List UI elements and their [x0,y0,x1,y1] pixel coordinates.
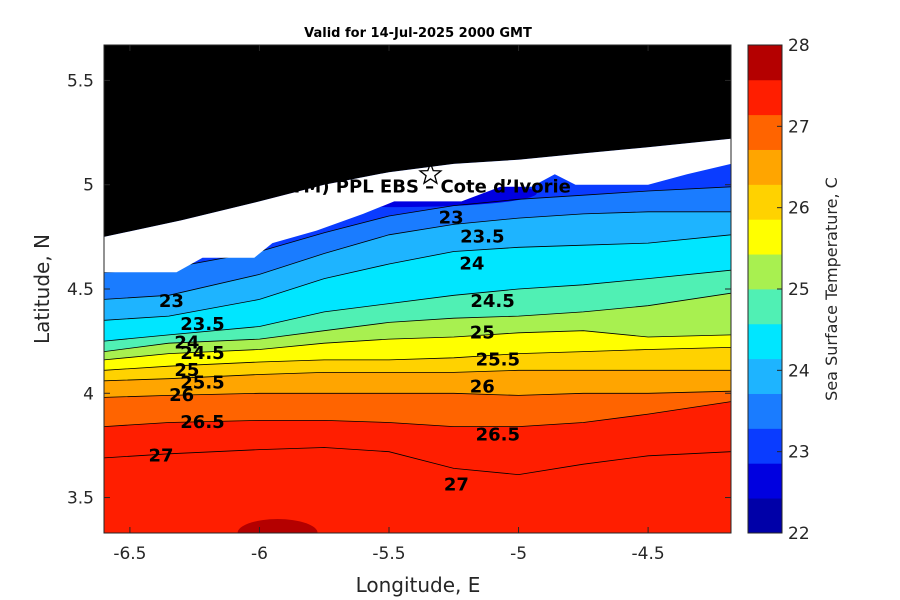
contour-label: 23.5 [180,314,224,335]
colorbar-swatch [748,289,782,325]
x-tick-label: -5.5 [372,544,405,564]
contour-line [104,390,731,398]
contour-label: 24 [459,254,484,275]
contour-line [104,369,731,382]
colorbar-swatch [748,254,782,290]
y-tick-label: 3.5 [67,489,94,509]
contour-label: 23.5 [460,226,504,247]
colorbar-swatch [748,463,782,499]
colorbar-swatch [748,219,782,255]
colorbar-ticks: 22 23 24 25 26 27 28 [777,36,810,544]
colorbar-swatch [748,393,782,429]
land-mask [104,45,731,237]
star-icon [418,161,443,185]
contour-line [104,186,731,273]
contour-label: 23 [439,208,464,229]
contour-label: 26.5 [476,425,520,446]
site-label-name: ONHYM) PPL EBS – Cote d’Ivorie [245,176,571,197]
contour-label: 24.5 [180,343,224,364]
contour-label: 25 [174,360,199,381]
colorbar-tick-label: 25 [788,280,810,300]
contour-line [104,211,731,300]
colorbar-tick-label: 22 [788,524,810,544]
colorbar-swatch [748,45,782,81]
x-axis-label: Longitude, E [356,573,481,597]
x-tick-label: -6.5 [113,544,146,564]
sst-band-warm-core [237,519,318,533]
contour-label: 24.5 [470,291,514,312]
colorbar-label: Sea Surface Temperature, C [822,177,841,401]
colorbar-tick-label: 27 [788,117,810,137]
contour-line [104,347,731,371]
y-axis-ticks: 3.5 4 4.5 5 5.5 [67,71,731,509]
contour-label: 25.5 [476,349,520,370]
contour-line [104,269,731,342]
y-tick-label: 5.5 [67,71,94,91]
colorbar-swatch [748,428,782,464]
y-tick-label: 5 [83,176,94,196]
contour-line [104,234,731,321]
colorbar-swatch [748,184,782,220]
contour-label: 27 [444,475,469,496]
colorbar-tick-label: 26 [788,199,810,219]
contour-label: 26 [470,377,495,398]
colorbar-tick-label: 28 [788,36,810,56]
colorbar [747,44,783,534]
site-label: A (ONHYM) PPL EBS – Cote d’Ivorie [217,176,571,197]
x-tick-label: -4.5 [632,544,665,564]
contour-label: 25 [470,322,495,343]
colorbar-tick-label: 24 [788,361,810,381]
x-tick-label: -5 [510,544,527,564]
x-axis-ticks: -6.5 -6 -5.5 -5 -4.5 [113,45,665,564]
colorbar-swatch [748,149,782,185]
contour-label: 26 [169,385,194,406]
colorbar-swatch [748,358,782,394]
contour-line [104,330,731,361]
colorbar-swatch [748,114,782,150]
y-axis-label: Latitude, N [30,234,54,344]
contour-line [104,292,731,352]
colorbar-swatch [748,498,782,534]
y-tick-label: 4.5 [67,280,94,300]
contour-line [104,401,731,427]
contour-lines [104,186,731,476]
contour-label: 26.5 [180,412,224,433]
contour-line [104,447,731,476]
chart-title: Valid for 14-Jul-2025 2000 GMT [304,26,532,41]
contour-label: 27 [148,445,173,466]
colorbar-swatch [748,79,782,116]
colorbar-swatch [748,323,782,360]
no-data-gap [104,138,731,273]
site-label-prefix: A ( [217,176,245,197]
y-tick-label: 4 [83,384,94,404]
colorbar-tick-label: 23 [788,443,810,463]
x-tick-label: -6 [251,544,268,564]
contour-label: 25.5 [180,372,224,393]
contour-label: 23 [159,291,184,312]
contour-label: 24 [174,333,199,354]
